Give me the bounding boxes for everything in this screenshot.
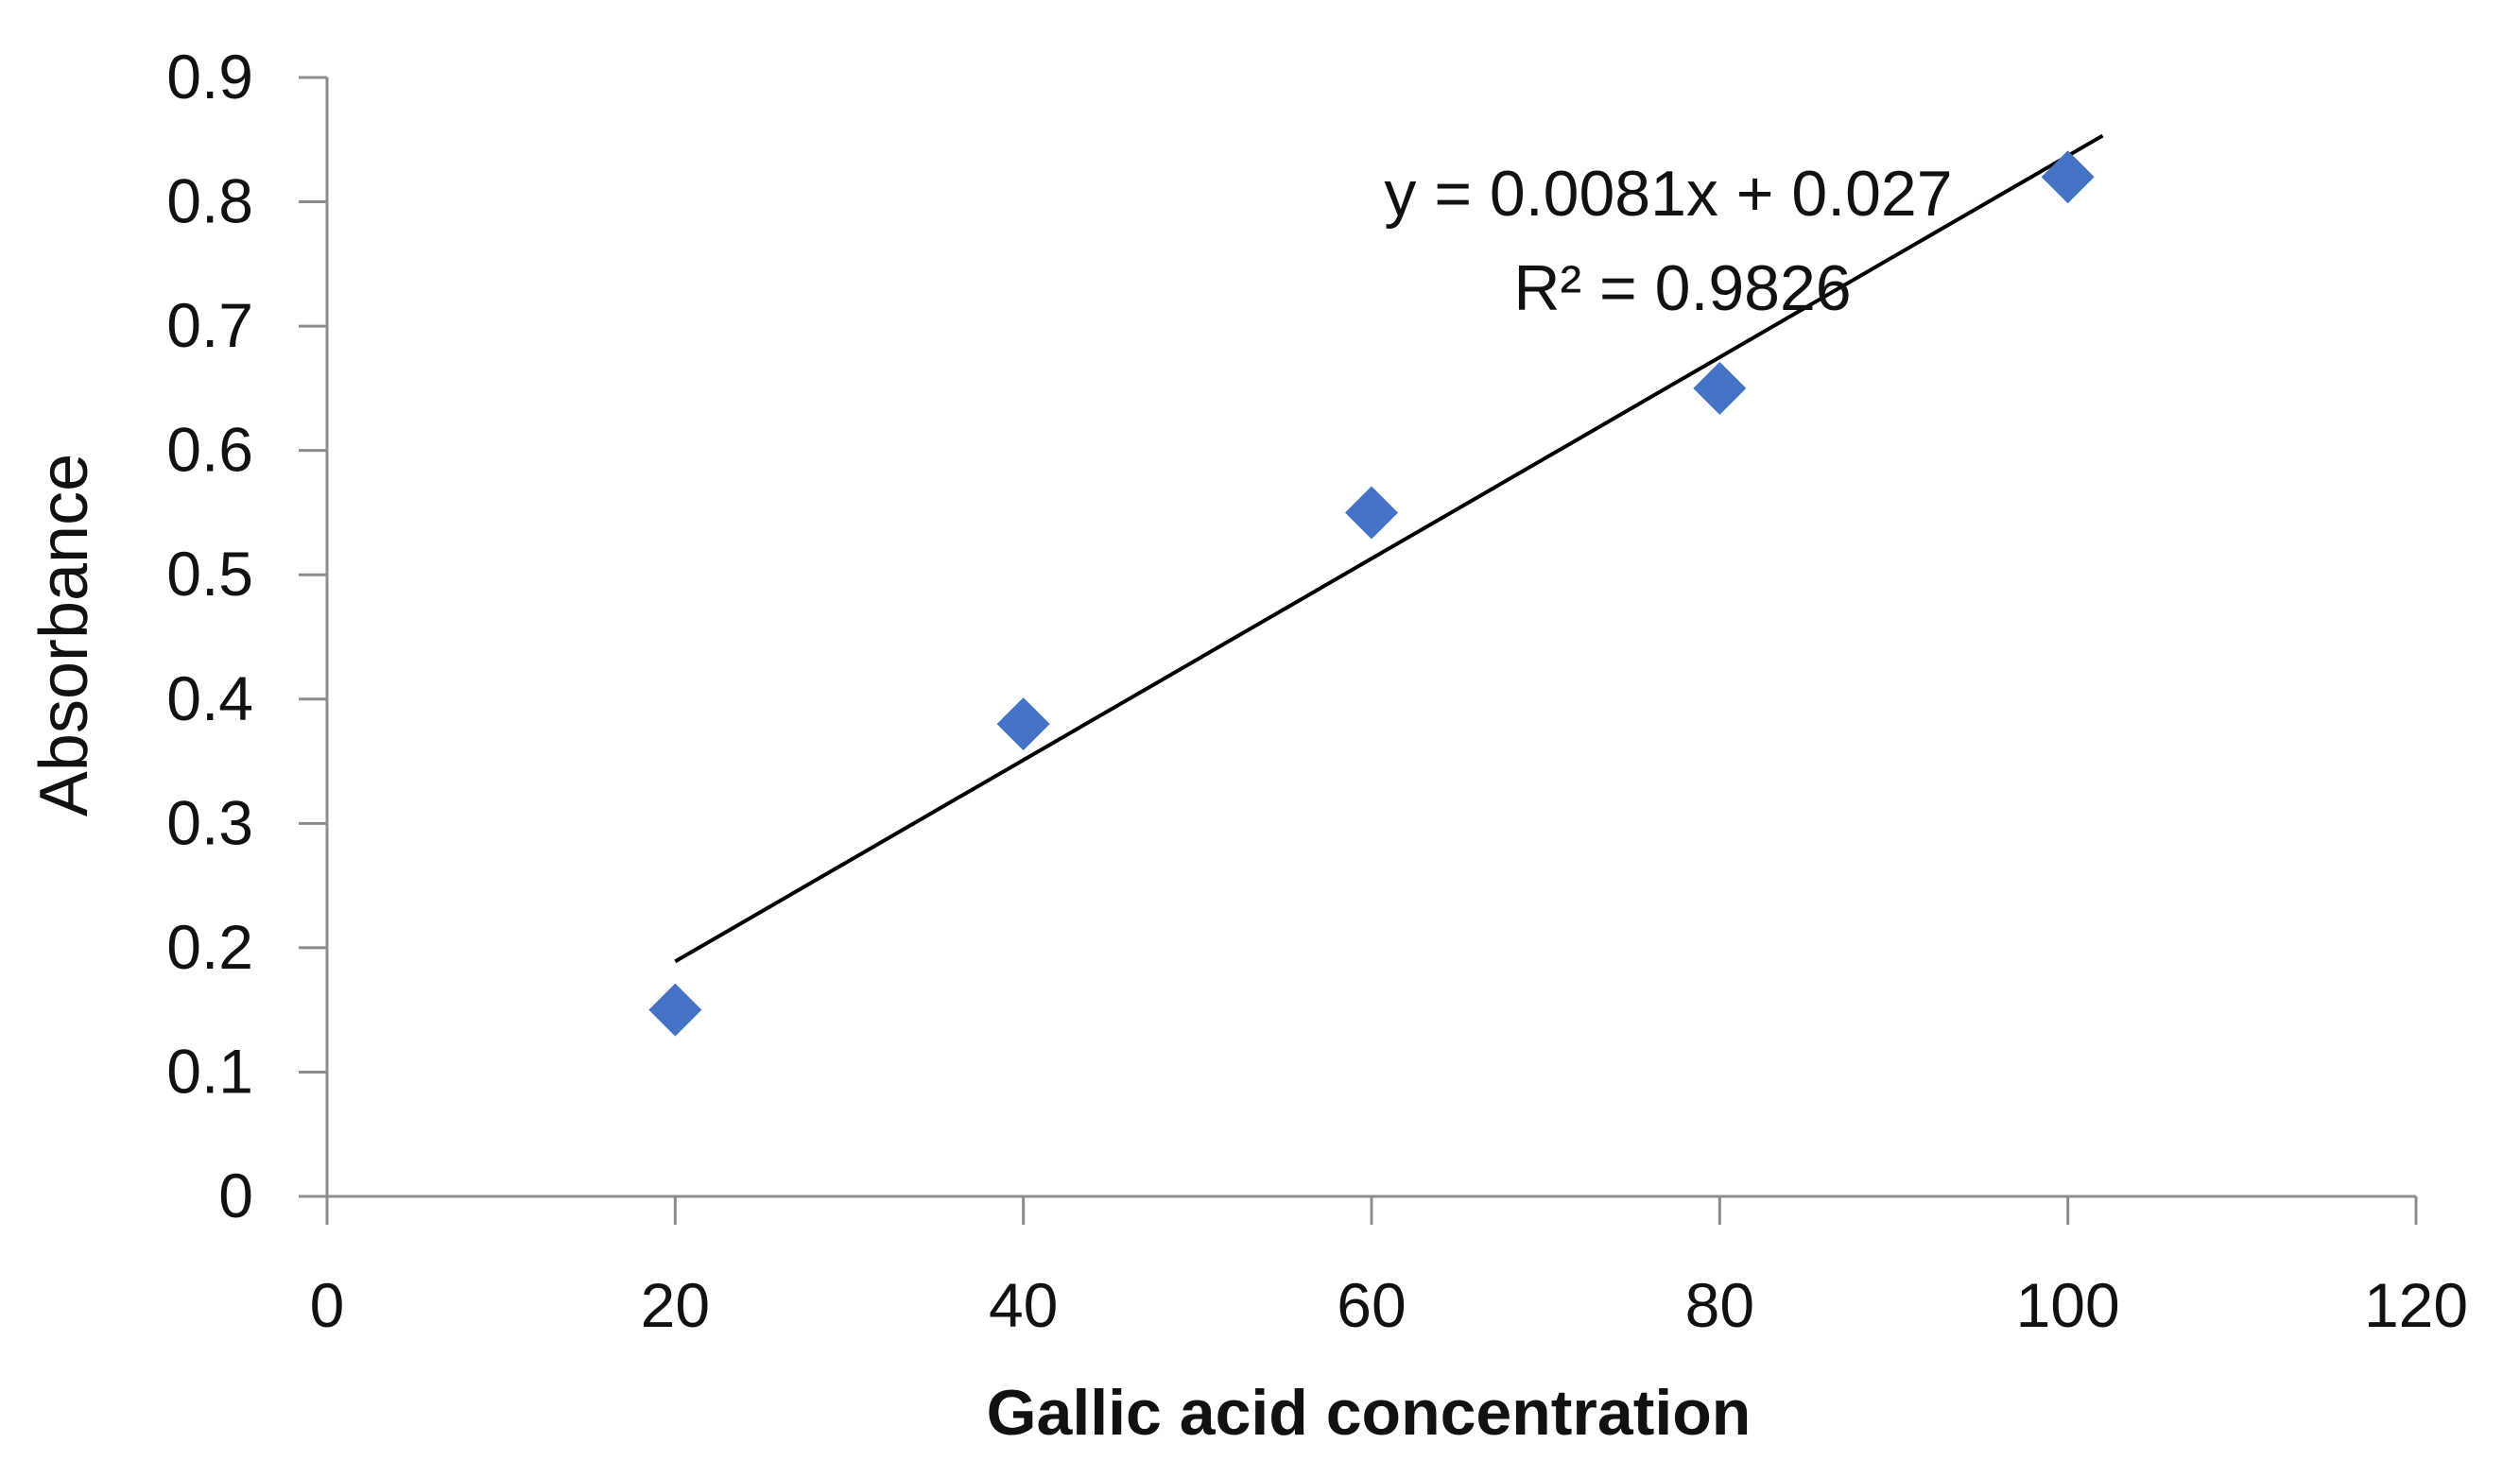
- y-tick-label: 0.6: [166, 415, 253, 485]
- x-tick-label: 0: [310, 1270, 345, 1340]
- x-tick-label: 60: [1337, 1270, 1406, 1340]
- y-tick-label: 0.8: [166, 166, 253, 236]
- y-tick-label: 0.9: [166, 42, 253, 112]
- x-axis-title: Gallic acid concentration: [987, 1377, 1752, 1449]
- trendline-equation: y = 0.0081x + 0.027: [1384, 158, 1952, 230]
- data-point-marker: [996, 697, 1050, 751]
- x-tick-label: 40: [989, 1270, 1058, 1340]
- data-point-marker: [648, 983, 702, 1037]
- y-axis-title: Absorbance: [26, 454, 102, 816]
- x-tick-label: 120: [2364, 1270, 2468, 1340]
- y-tick-label: 0.5: [166, 539, 253, 609]
- y-tick-label: 0.2: [166, 912, 253, 982]
- y-tick-label: 0.1: [166, 1036, 253, 1106]
- data-point-marker: [1345, 486, 1398, 540]
- data-points: [648, 150, 2095, 1037]
- y-tick-label: 0.3: [166, 787, 253, 857]
- trendline-group: [674, 133, 2104, 964]
- x-tick-label: 80: [1685, 1270, 1754, 1340]
- data-point-marker: [2041, 150, 2095, 204]
- r-squared-label: R² = 0.9826: [1513, 252, 1851, 324]
- data-point-marker: [1693, 361, 1747, 415]
- y-tick-label: 0.7: [166, 290, 253, 360]
- x-tick-label: 20: [641, 1270, 710, 1340]
- y-tick-label: 0: [218, 1160, 253, 1230]
- x-tick-label: 100: [2016, 1270, 2120, 1340]
- linear-trendline: [674, 133, 2104, 964]
- ticks: 0 0.1 0.2 0.3 0.4 0.5 0.6 0.7 0.8 0.9 0 20 40 60 80 100…: [166, 42, 2468, 1340]
- y-tick-label: 0.4: [166, 663, 253, 733]
- axes: [325, 77, 2416, 1198]
